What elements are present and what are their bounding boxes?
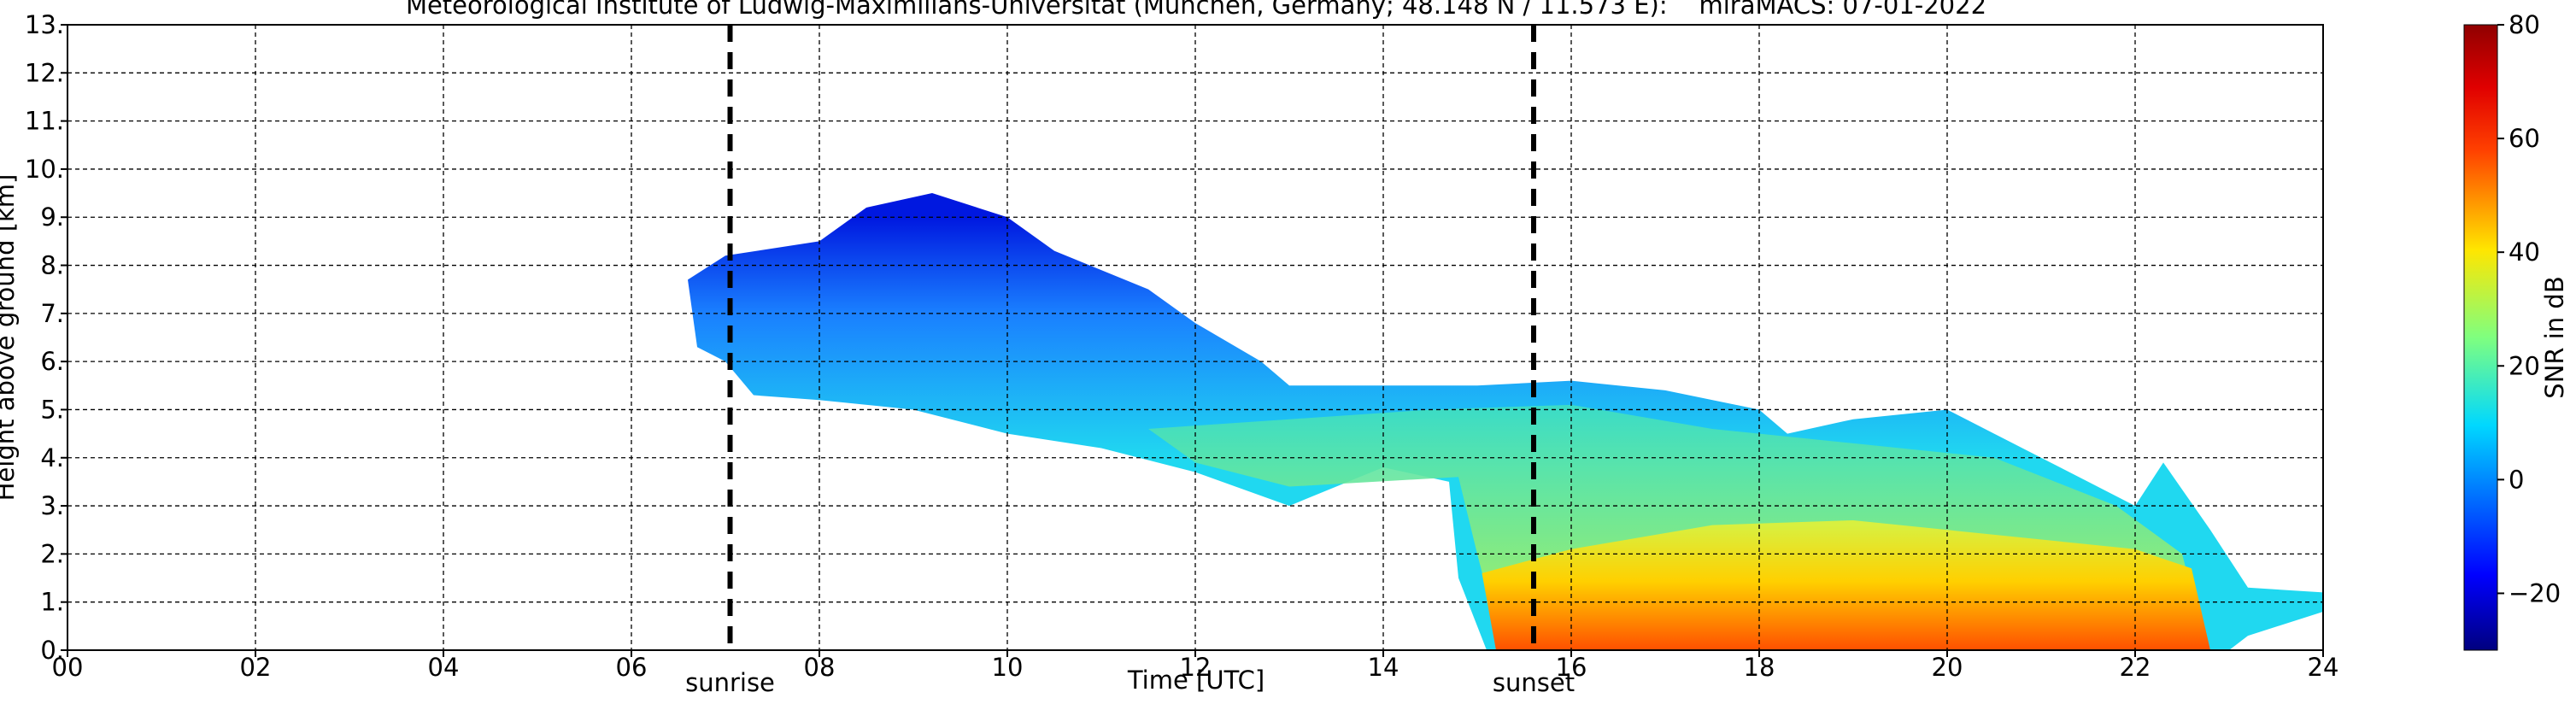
colorbar-tick-label: −20 <box>2509 578 2561 607</box>
colorbar-tick-label: 40 <box>2509 238 2540 267</box>
y-tick-label: 9. <box>40 202 64 232</box>
colorbar <box>2463 24 2498 651</box>
x-tick-label: 08 <box>804 653 836 682</box>
x-tick-label: 04 <box>428 653 460 682</box>
y-tick-label: 4. <box>40 443 64 472</box>
x-tick-label: 06 <box>616 653 648 682</box>
radar-echo <box>688 193 2323 650</box>
y-tick-label: 12. <box>25 58 64 87</box>
x-tick-label: 10 <box>992 653 1024 682</box>
x-tick-label: 02 <box>240 653 272 682</box>
y-tick-label: 8. <box>40 251 64 280</box>
x-tick-label: 24 <box>2308 653 2339 682</box>
colorbar-tick-label: 60 <box>2509 124 2540 153</box>
chart-title: Meteorological Institute of Ludwig-Maxim… <box>406 0 1986 20</box>
y-tick-label: 1. <box>40 588 64 617</box>
annotation-label: sunset <box>1493 668 1575 697</box>
colorbar-tick-label: 80 <box>2509 10 2540 39</box>
x-tick-label: 00 <box>52 653 84 682</box>
x-tick-label: 14 <box>1368 653 1399 682</box>
x-tick-label: 20 <box>1932 653 1963 682</box>
x-tick-label: 18 <box>1744 653 1775 682</box>
x-tick-label: 16 <box>1556 653 1587 682</box>
y-tick-label: 3. <box>40 491 64 520</box>
y-tick-label: 0. <box>40 636 64 665</box>
x-axis-label: Time [UTC] <box>1127 666 1265 695</box>
colorbar-tick-label: 20 <box>2509 351 2540 380</box>
y-tick-label: 5. <box>40 395 64 424</box>
colorbar-label: SNR in dB <box>2540 276 2569 398</box>
y-tick-label: 11. <box>25 107 64 136</box>
colorbar-tick-label: 0 <box>2509 465 2524 494</box>
y-tick-label: 7. <box>40 299 64 328</box>
y-tick-label: 2. <box>40 539 64 568</box>
x-tick-label: 22 <box>2120 653 2151 682</box>
y-tick-label: 6. <box>40 347 64 376</box>
x-tick-label: 12 <box>1180 653 1212 682</box>
annotation-label: sunrise <box>685 668 775 697</box>
y-axis-label: Height above ground [km] <box>0 174 20 502</box>
y-tick-label: 13. <box>25 10 64 39</box>
y-tick-label: 10. <box>25 155 64 184</box>
